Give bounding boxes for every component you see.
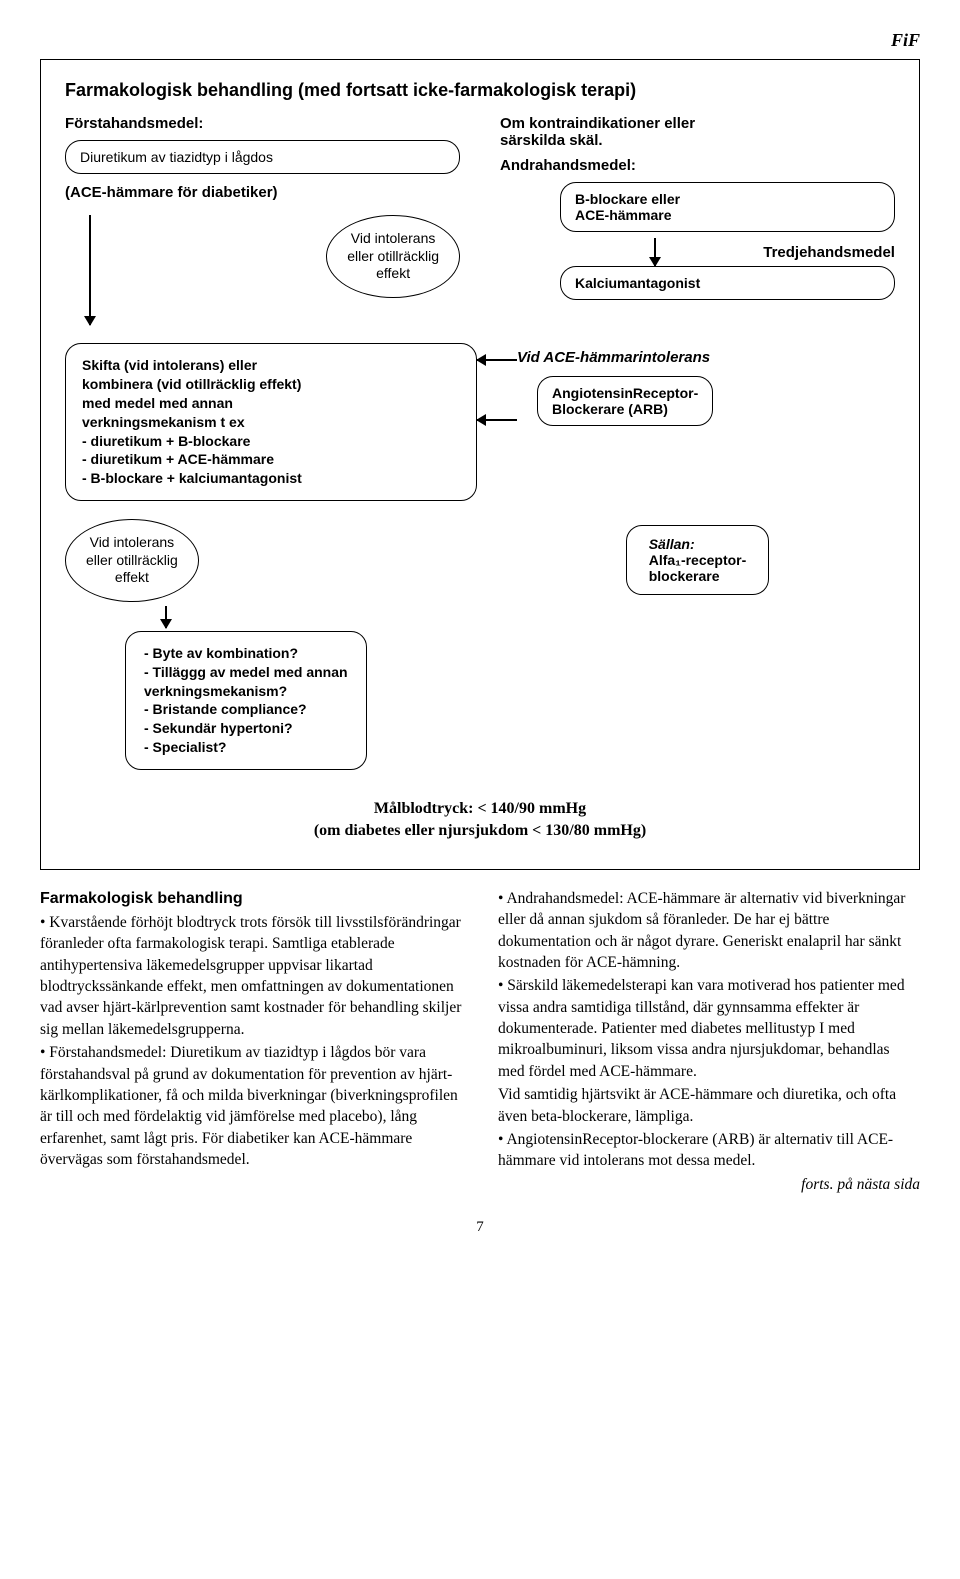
body-p6: • AngiotensinReceptor-blockerare (ARB) ä… xyxy=(498,1129,920,1172)
rare-label: Sällan: xyxy=(649,536,695,552)
body-text: Farmakologisk behandling • Kvarstående f… xyxy=(40,888,920,1195)
third-line-label: Tredjehandsmedel xyxy=(763,244,895,261)
outer-frame: Farmakologisk behandling (med fortsatt i… xyxy=(40,59,920,870)
target-bp: Målblodtryck: < 140/90 mmHg (om diabetes… xyxy=(65,798,895,843)
body-p3: • Andrahandsmedel: ACE-hämmare är altern… xyxy=(498,888,920,974)
ace-diabetic-note: (ACE-hämmare för diabetiker) xyxy=(65,184,460,201)
rare-text: Alfa₁-receptor- blockerare xyxy=(649,552,747,584)
body-p1: • Kvarstående förhöjt blodtryck trots fö… xyxy=(40,912,462,1040)
body-p2: • Förstahandsmedel: Diuretikum av tiazid… xyxy=(40,1042,462,1170)
diagram-title: Farmakologisk behandling (med fortsatt i… xyxy=(65,80,895,101)
arrow-left-2 xyxy=(477,419,517,421)
first-line-box: Diuretikum av tiazidtyp i lågdos xyxy=(65,140,460,174)
diagram-area: Förstahandsmedel: Diuretikum av tiazidty… xyxy=(65,115,895,770)
arrow-left-1 xyxy=(477,359,517,361)
questions-box: - Byte av kombination?- Tilläggg av mede… xyxy=(125,631,367,770)
second-line-label: Andrahandsmedel: xyxy=(500,157,895,174)
page-number: 7 xyxy=(40,1219,920,1236)
intolerance-oval-1: Vid intolerans eller otillräcklig effekt xyxy=(326,215,460,298)
contraindication-label: Om kontraindikationer eller särskilda sk… xyxy=(500,115,895,149)
first-line-label: Förstahandsmedel: xyxy=(65,115,460,132)
third-line-box: Kalciumantagonist xyxy=(560,266,895,300)
ace-intolerance-label: Vid ACE-hämmarintolerans xyxy=(517,349,895,366)
intolerance-oval-2: Vid intolerans eller otillräcklig effekt xyxy=(65,519,199,602)
arrow-down-3 xyxy=(165,606,167,628)
second-line-box: B-blockare eller ACE-hämmare xyxy=(560,182,895,232)
arb-box: AngiotensinReceptor- Blockerare (ARB) xyxy=(537,376,713,426)
header-tag: FiF xyxy=(40,30,920,51)
body-p5: Vid samtidig hjärtsvikt är ACE-hämmare o… xyxy=(498,1084,920,1127)
continued-note: forts. på nästa sida xyxy=(498,1174,920,1195)
arrow-down-2 xyxy=(654,238,656,266)
body-p4: • Särskild läkemedelsterapi kan vara mot… xyxy=(498,975,920,1082)
combine-box: Skifta (vid intolerans) eller kombinera … xyxy=(65,343,477,501)
body-heading: Farmakologisk behandling xyxy=(40,888,462,910)
arrow-down-1 xyxy=(89,215,91,325)
rare-box: Sällan: Alfa₁-receptor- blockerare xyxy=(626,525,770,595)
